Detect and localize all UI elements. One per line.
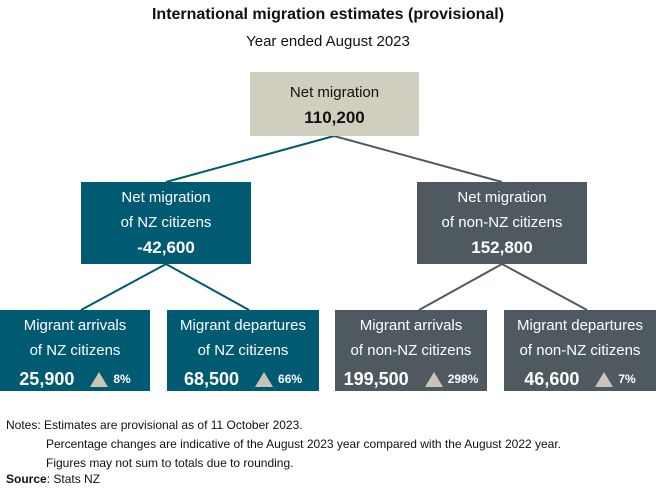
- box-value: -42,600: [137, 238, 195, 257]
- box-label: Net migration: [289, 84, 380, 101]
- nz-departures-box: Migrant departures of NZ citizens 68,500…: [167, 310, 319, 391]
- source: Source: Stats NZ: [6, 472, 100, 486]
- connector-total-non-nz: [333, 135, 503, 183]
- box-value: 152,800: [471, 238, 533, 257]
- percent-change: 298%: [447, 372, 479, 386]
- box-label: Net migration: [121, 189, 211, 206]
- box-value: 25,900: [19, 369, 75, 389]
- connector-non-nz-departures: [501, 263, 588, 311]
- box-label: Migrant arrivals: [359, 317, 463, 334]
- non-nz-departures-box: Migrant departures of non-NZ citizens 46…: [504, 310, 656, 391]
- net-migration-box: Net migration 110,200: [250, 72, 419, 136]
- box-label: of non-NZ citizens: [519, 342, 641, 359]
- connector-total-nz: [165, 135, 335, 183]
- box-value: 110,200: [304, 108, 365, 127]
- box-label: of NZ citizens: [29, 342, 121, 359]
- up-triangle-icon: [595, 372, 614, 387]
- box-label: Migrant arrivals: [23, 317, 127, 334]
- note-line: Figures may not sum to totals due to rou…: [46, 456, 294, 470]
- up-triangle-icon: [255, 372, 274, 387]
- source-text: : Stats NZ: [46, 472, 101, 486]
- box-value: 68,500: [183, 369, 240, 389]
- box-value: 46,600: [524, 369, 580, 389]
- diagram-title: International migration estimates (provi…: [151, 6, 505, 23]
- non-nz-net-migration-box: Net migration of non-NZ citizens 152,800: [417, 182, 587, 264]
- box-label: of NZ citizens: [197, 342, 289, 359]
- box-label: of non-NZ citizens: [350, 342, 472, 359]
- box-value: 199,500: [343, 369, 409, 389]
- percent-change: 66%: [278, 372, 303, 386]
- note-line: Notes: Estimates are provisional as of 1…: [6, 418, 303, 432]
- note-line: Percentage changes are indicative of the…: [46, 437, 562, 451]
- notes: Notes: Estimates are provisional as of 1…: [6, 416, 561, 473]
- percent-change: 7%: [618, 372, 636, 386]
- diagram-subtitle: Year ended August 2023: [246, 33, 410, 50]
- box-label: of non-NZ citizens: [441, 214, 563, 231]
- source-label: Source: [6, 472, 47, 486]
- box-label: of NZ citizens: [120, 214, 212, 231]
- nz-net-migration-box: Net migration of NZ citizens -42,600: [81, 182, 251, 264]
- percent-change: 8%: [113, 372, 131, 386]
- up-triangle-icon: [424, 372, 443, 387]
- up-triangle-icon: [90, 372, 109, 387]
- box-label: Net migration: [457, 189, 547, 206]
- nz-arrivals-box: Migrant arrivals of NZ citizens 25,900 8%: [0, 310, 150, 391]
- box-label: Migrant departures: [517, 317, 643, 334]
- connector-nz-departures: [165, 263, 250, 311]
- box-label: Migrant departures: [180, 317, 306, 334]
- connector-non-nz-arrivals: [418, 263, 503, 311]
- connector-nz-arrivals: [80, 263, 167, 311]
- non-nz-arrivals-box: Migrant arrivals of non-NZ citizens 199,…: [335, 310, 487, 391]
